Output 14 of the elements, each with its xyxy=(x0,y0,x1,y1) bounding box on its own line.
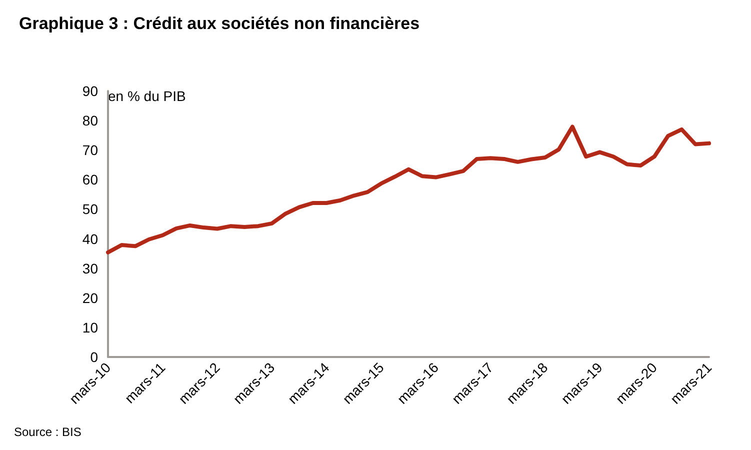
y-tick-label: 40 xyxy=(82,230,98,247)
y-tick-label: 60 xyxy=(82,172,98,188)
chart-title: Graphique 3 : Crédit aux sociétés non financières xyxy=(19,14,420,33)
source-note: Source : BIS xyxy=(14,425,82,439)
y-tick-label: 80 xyxy=(82,112,98,129)
y-tick-label: 10 xyxy=(82,319,98,336)
y-axis-title: en % du PIB xyxy=(108,88,186,104)
y-tick-label: 30 xyxy=(82,260,98,276)
line-series xyxy=(106,124,711,254)
y-tick-label: 50 xyxy=(82,201,98,218)
y-tick-label: 70 xyxy=(82,142,98,158)
y-tick-label: 0 xyxy=(90,349,98,365)
y-tick-label: 90 xyxy=(82,83,98,99)
y-tick-label: 20 xyxy=(82,290,98,306)
